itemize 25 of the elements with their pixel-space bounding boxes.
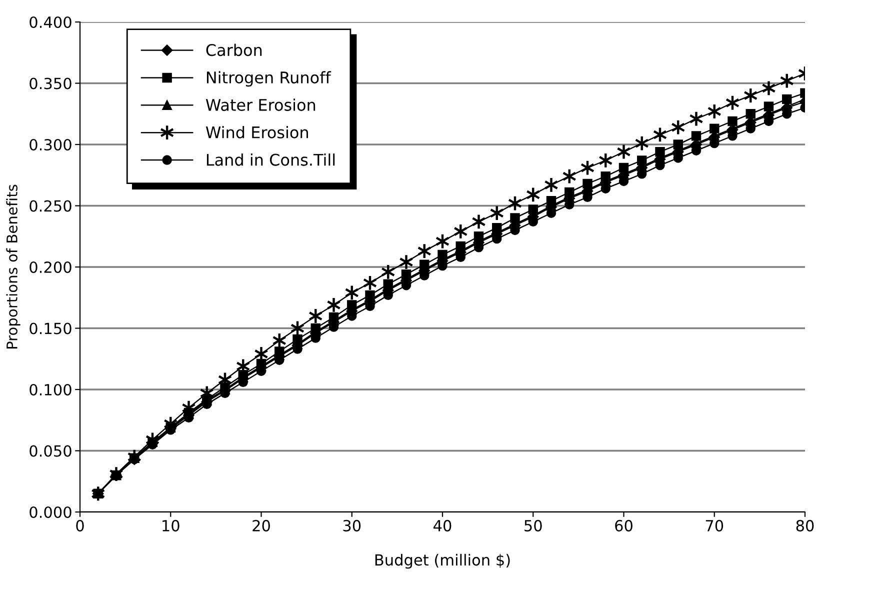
x-tick-label: 70 xyxy=(706,520,724,532)
y-axis-title: Proportions of Benefits xyxy=(6,184,20,348)
legend-label: Land in Cons.Till xyxy=(206,153,335,166)
y-tick-label: 0.150 xyxy=(30,322,72,334)
x-tick-label: 40 xyxy=(434,520,452,532)
legend-label: Wind Erosion xyxy=(206,126,308,138)
y-tick-label: 0.400 xyxy=(30,16,72,28)
y-tick-label: 0.050 xyxy=(30,445,72,457)
y-tick-label: 0.000 xyxy=(30,506,72,518)
x-tick-label: 20 xyxy=(252,520,270,532)
x-tick-label: 50 xyxy=(524,520,542,532)
x-axis-title: Budget (million $) xyxy=(375,554,510,569)
x-tick-label: 10 xyxy=(162,520,180,532)
y-tick-label: 0.350 xyxy=(30,78,72,90)
x-tick-label: 60 xyxy=(615,520,632,532)
x-tick-label: 0 xyxy=(76,520,84,532)
x-tick-label: 30 xyxy=(343,520,361,532)
y-tick-label: 0.300 xyxy=(30,138,72,151)
legend-label: Nitrogen Runoff xyxy=(206,71,332,87)
y-tick-label: 0.250 xyxy=(30,200,72,212)
x-tick-label: 80 xyxy=(796,520,814,532)
y-tick-label: 0.100 xyxy=(30,384,72,396)
y-tick-label: 0.200 xyxy=(30,261,72,274)
legend-label: Carbon xyxy=(206,44,262,56)
legend-label: Water Erosion xyxy=(206,98,316,111)
